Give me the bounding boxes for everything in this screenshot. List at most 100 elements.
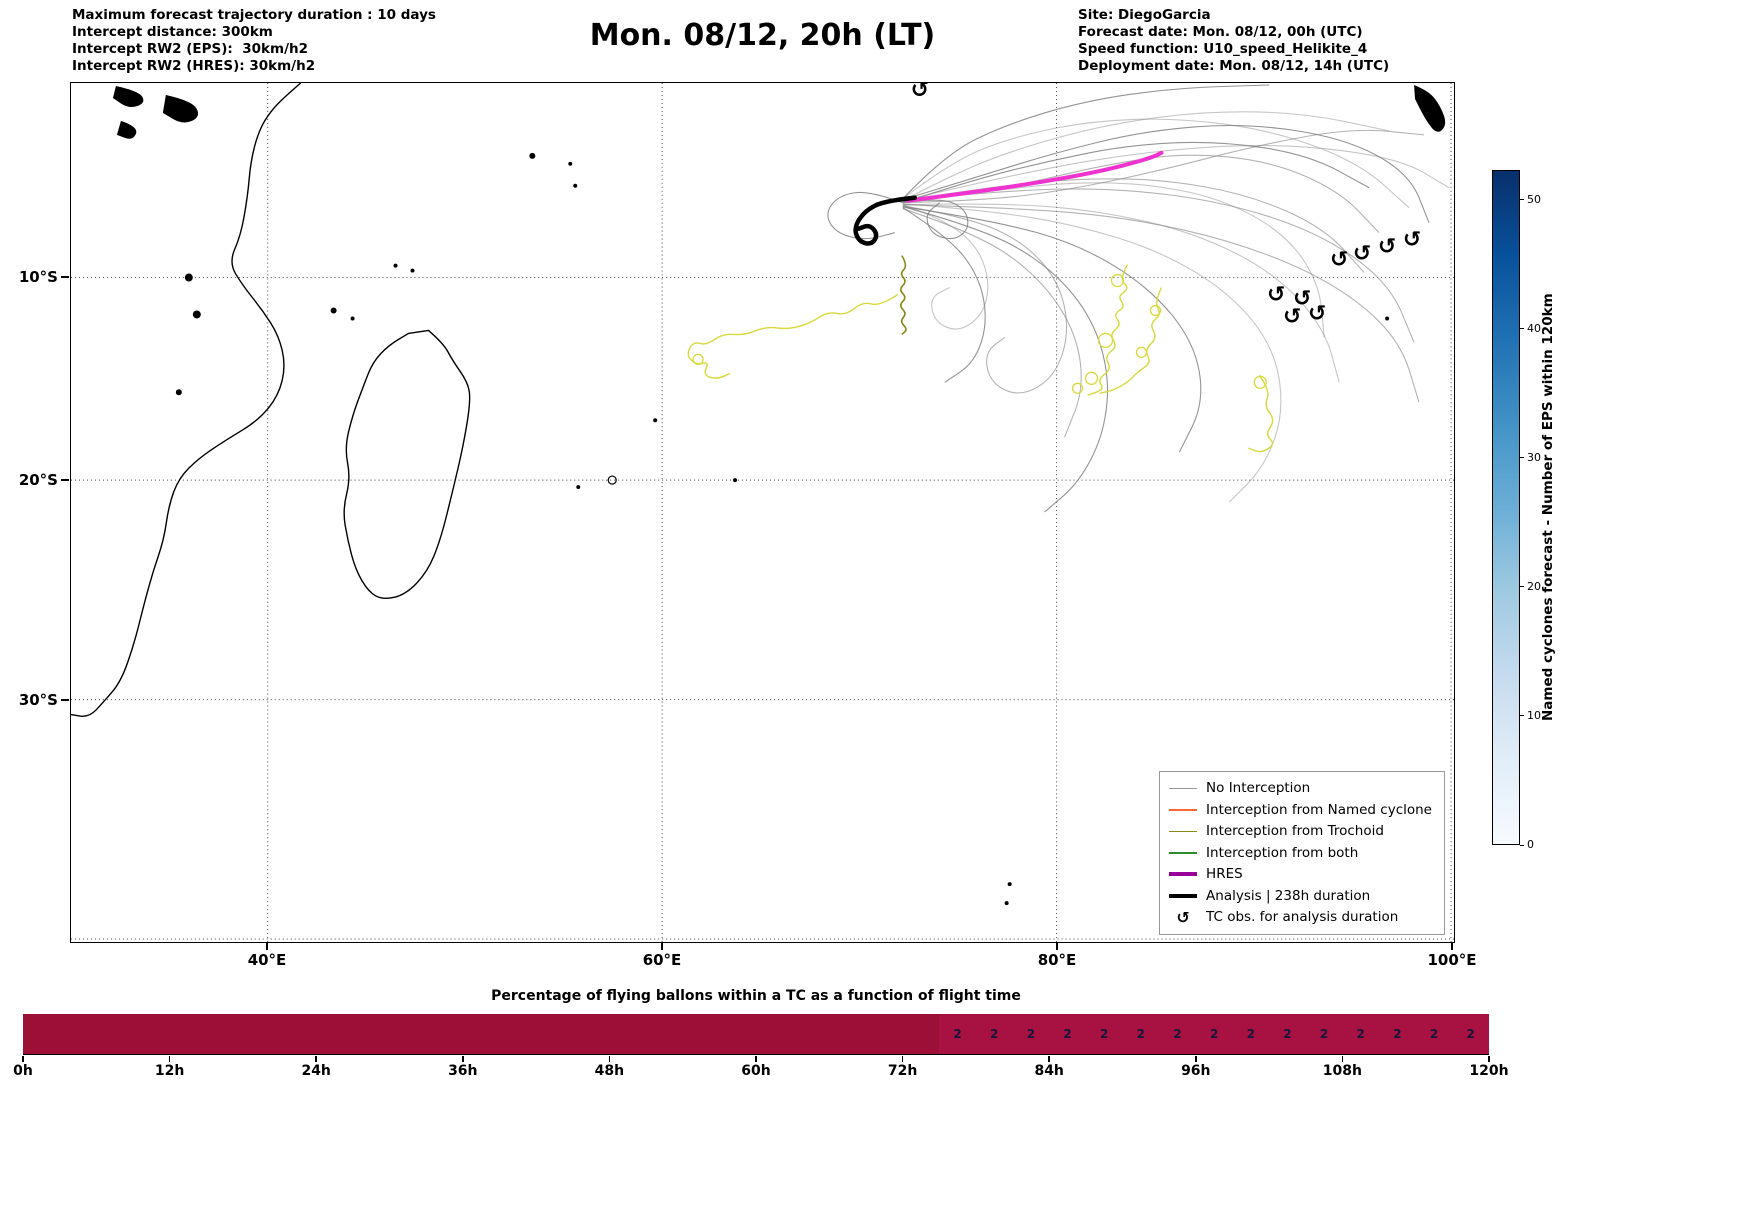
bottom-axis-tick-label: 0h	[13, 1063, 33, 1079]
island-dot	[330, 307, 337, 314]
tc-obs-marker: ↺	[1308, 301, 1326, 326]
trajectory-trochoid-interception	[1087, 264, 1129, 396]
legend-item: HRES	[1168, 864, 1432, 886]
bar-segment	[23, 1014, 940, 1054]
colorbar-tick	[1520, 715, 1524, 717]
trajectory-olive-trochoid	[900, 255, 907, 336]
bar-value-label: 2	[1246, 1027, 1255, 1041]
bottom-axis-tick	[462, 1055, 464, 1062]
y-axis-tick-label: 30°S	[18, 691, 58, 709]
legend-label: HRES	[1206, 866, 1243, 883]
header-line: Intercept RW2 (HRES): 30km/h2	[72, 58, 316, 74]
trochoid-loop	[1149, 304, 1162, 317]
y-axis-tick-label: 20°S	[18, 471, 58, 489]
bar-value-label: 2	[1099, 1027, 1109, 1041]
trajectory-no-interception	[902, 205, 1068, 394]
legend-label: Interception from Trochoid	[1206, 823, 1384, 840]
x-axis-tick	[661, 943, 663, 950]
y-axis-tick	[61, 479, 69, 481]
bar-value-label: 2	[1466, 1027, 1475, 1041]
tc-obs-marker: ↺	[1353, 242, 1371, 267]
x-axis-tick-label: 80°E	[1037, 951, 1077, 969]
bar-value-label: 2	[1356, 1027, 1365, 1041]
bottom-axis-tick	[1048, 1055, 1050, 1062]
map-dot	[1007, 882, 1012, 887]
legend-line	[1169, 893, 1198, 898]
y-axis-tick	[61, 276, 69, 278]
colorbar-tick	[1520, 457, 1524, 459]
bar-value-label: 2	[990, 1027, 999, 1041]
trajectory-no-interception	[902, 199, 969, 240]
island-dot	[576, 485, 581, 490]
trajectory-no-interception	[902, 208, 1082, 438]
legend-line-sample	[1168, 872, 1198, 877]
tc-obs-icon: ↺	[1176, 907, 1190, 927]
legend-item: Interception from Named cyclone	[1168, 799, 1432, 821]
legend-line-sample	[1168, 852, 1198, 854]
y-axis-tick	[61, 699, 69, 701]
bottom-axis-tick-label: 36h	[448, 1063, 478, 1079]
map-plot: ↺ ↺↺↺↺ ↺ ↺ ↺↺	[71, 83, 1454, 942]
legend-line	[1169, 809, 1198, 811]
bottom-axis-tick-label: 120h	[1469, 1063, 1509, 1079]
bar-value-label: 2	[1429, 1027, 1439, 1041]
colorbar-tick-label: 50	[1527, 192, 1541, 206]
legend-line	[1169, 872, 1198, 877]
bottom-axis-tick	[1195, 1055, 1197, 1062]
tc-obs-marker: ↺	[1403, 228, 1421, 253]
trochoid-loop	[1253, 375, 1267, 389]
trajectory-no-interception	[902, 141, 1370, 204]
trochoid-loop	[1097, 332, 1114, 349]
island-dot	[184, 273, 193, 282]
x-axis-tick	[1451, 943, 1453, 950]
colorbar-tick	[1520, 199, 1524, 201]
header-line: Intercept distance: 300km	[72, 24, 273, 40]
y-axis-tick-label: 10°S	[18, 268, 58, 286]
legend-item: No Interception	[1168, 778, 1432, 800]
legend-item: Interception from both	[1168, 842, 1432, 864]
tc-obs-marker: ↺	[1378, 235, 1396, 260]
bottom-axis-tick	[168, 1055, 171, 1062]
bar-segment	[939, 1014, 1489, 1054]
x-axis-tick	[266, 943, 268, 950]
bottom-axis-tick-label: 48h	[594, 1063, 625, 1079]
bottom-axis-tick-label: 12h	[154, 1063, 185, 1079]
bottom-axis-tick-label: 60h	[741, 1063, 771, 1079]
map-dot	[1385, 316, 1390, 321]
header-left: Maximum forecast trajectory duration : 1…	[72, 7, 436, 75]
colorbar-tick-label: 10	[1527, 708, 1541, 722]
trajectory-no-interception	[902, 124, 1430, 223]
bar-value-label: 2	[1173, 1027, 1182, 1041]
trochoid-loop	[692, 353, 704, 365]
map-dot	[1004, 901, 1009, 906]
trajectory-no-interception	[902, 84, 1270, 200]
legend-label: Analysis | 238h duration	[1206, 887, 1371, 904]
colorbar-tick	[1520, 328, 1524, 330]
header-line: Speed function: U10_speed_Helikite_4	[1078, 41, 1368, 57]
trajectory-no-interception	[902, 206, 1202, 453]
bottom-axis-tick	[608, 1055, 611, 1062]
trochoid-loop	[1084, 371, 1099, 385]
legend-line-sample	[1168, 809, 1198, 811]
island-ring	[607, 475, 617, 485]
colorbar-tick-label: 30	[1527, 450, 1541, 464]
island-dot	[175, 389, 182, 396]
island	[116, 120, 137, 139]
legend-line-sample	[1168, 893, 1198, 898]
tc-obs-marker: ↺	[911, 83, 929, 103]
island-dot	[393, 263, 398, 268]
tc-obs-marker: ↺	[1293, 286, 1311, 311]
island-dot	[568, 161, 573, 166]
colorbar-tick-label: 0	[1527, 838, 1534, 851]
trajectory-no-interception	[902, 182, 1325, 338]
map-dot	[653, 418, 658, 423]
bottom-axis-tick	[22, 1055, 24, 1062]
colorbar-label: Named cyclones forecast - Number of EPS …	[1540, 293, 1556, 722]
header-line: Intercept RW2 (EPS): 30km/h2	[72, 41, 308, 57]
tc-obs-marker: ↺	[1267, 282, 1285, 307]
x-axis-tick-label: 60°E	[642, 951, 682, 969]
bottom-axis-tick-label: 84h	[1034, 1063, 1064, 1079]
bottom-axis-tick	[1488, 1055, 1490, 1062]
x-axis-tick-label: 100°E	[1427, 951, 1477, 969]
bar-value-label: 2	[1319, 1027, 1329, 1041]
